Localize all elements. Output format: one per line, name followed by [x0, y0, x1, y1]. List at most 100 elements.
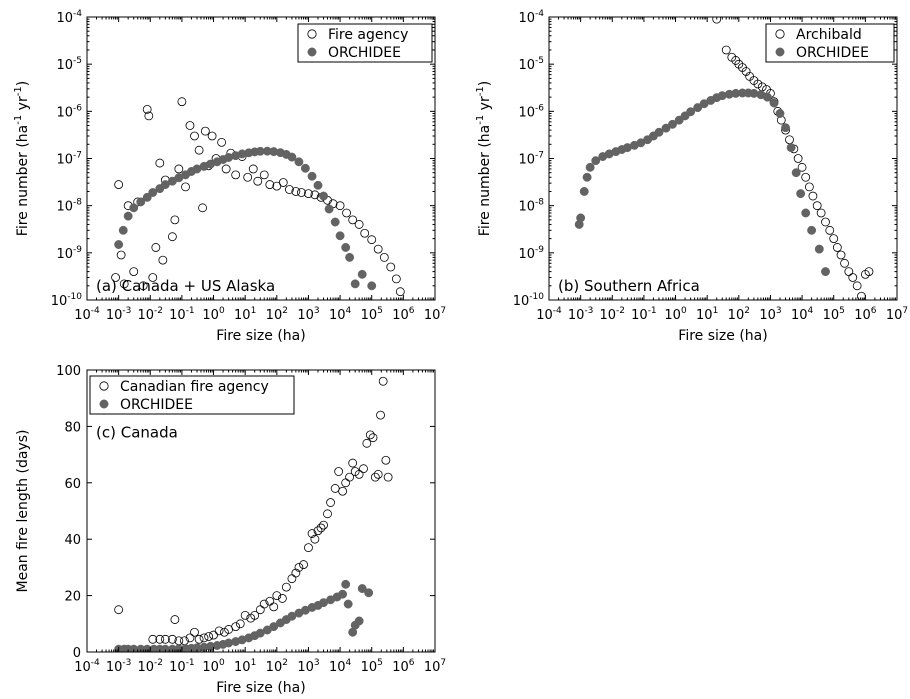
legend: Archibald ORCHIDEE [765, 23, 895, 63]
point-canadian-fire-agency [235, 619, 245, 629]
point-orchidee [769, 98, 779, 108]
point-canadian-fire-agency [291, 568, 301, 578]
point-archibald [864, 267, 874, 277]
legend-marker [99, 399, 109, 409]
point-fire-agency [217, 137, 227, 147]
y-tick-label: 0 [73, 646, 81, 661]
point-fire-agency [200, 126, 210, 136]
legend-label: ORCHIDEE [796, 45, 869, 61]
point-fire-agency [185, 121, 195, 130]
point-archibald [825, 225, 835, 235]
y-tick-label: 10-7 [56, 151, 82, 168]
point-fire-agency [342, 208, 351, 218]
point-orchidee [821, 267, 830, 277]
point-fire-agency [158, 255, 168, 265]
point-canadian-fire-agency [190, 627, 199, 637]
y-tick-label: 10-6 [518, 103, 544, 120]
point-orchidee [807, 225, 817, 235]
data-points [114, 376, 393, 652]
point-canadian-fire-agency [209, 630, 218, 640]
y-axis-label: Fire number (ha-1 yr-1) [475, 81, 493, 236]
point-orchidee [114, 240, 124, 249]
point-archibald [797, 162, 807, 172]
x-tick-label: 103 [297, 658, 319, 675]
point-canadian-fire-agency [240, 610, 250, 620]
point-canadian-fire-agency [323, 509, 332, 519]
point-orchidee [294, 157, 304, 167]
legend: Canadian fire agency ORCHIDEE [89, 375, 295, 415]
x-axis-label: Fire size (ha) [216, 680, 305, 696]
y-tick-label: 10-5 [56, 56, 82, 73]
y-tick-label: 10-4 [56, 9, 82, 26]
legend-box [297, 23, 433, 63]
x-tick-label: 106 [392, 306, 415, 323]
point-fire-agency [391, 274, 401, 284]
x-tick-label: 105 [823, 306, 845, 323]
point-canadian-fire-agency [341, 478, 351, 488]
point-canadian-fire-agency [313, 526, 323, 536]
x-axis-label: Fire size (ha) [216, 328, 305, 344]
point-fire-agency [129, 267, 139, 277]
point-fire-agency [190, 131, 199, 141]
legend-box [765, 23, 895, 63]
point-orchidee [341, 579, 351, 589]
point-canadian-fire-agency [155, 634, 165, 644]
axes-frame [86, 369, 436, 653]
point-canadian-fire-agency [383, 472, 393, 482]
x-tick-label: 105 [361, 658, 383, 675]
point-fire-agency [278, 178, 288, 187]
point-orchidee [796, 189, 806, 199]
point-canadian-fire-agency [304, 543, 313, 553]
point-archibald [801, 172, 811, 182]
x-tick-label: 107 [424, 658, 446, 675]
point-canadian-fire-agency [272, 591, 282, 600]
point-fire-agency [170, 215, 180, 225]
point-orchidee [148, 188, 158, 197]
point-fire-agency [373, 244, 383, 254]
point-orchidee [367, 281, 377, 291]
point-fire-agency [151, 243, 161, 252]
x-tick-label: 107 [886, 306, 908, 323]
point-canadian-fire-agency [219, 627, 229, 637]
point-canadian-fire-agency [148, 634, 158, 644]
legend-label: Fire agency [328, 27, 408, 43]
point-orchidee [354, 616, 364, 626]
point-archibald [812, 201, 822, 211]
x-tick-label: 10-1 [169, 658, 195, 675]
point-archibald [712, 17, 722, 24]
point-orchidee [324, 204, 334, 214]
point-orchidee [300, 163, 310, 173]
point-fire-agency [181, 182, 190, 192]
point-canadian-fire-agency [334, 467, 344, 476]
point-orchidee [118, 225, 128, 235]
point-orchidee [335, 231, 345, 241]
point-archibald [832, 243, 842, 252]
point-orchidee [814, 244, 824, 254]
point-orchidee [287, 152, 297, 162]
x-tick-label: 102 [728, 306, 750, 323]
y-tick-label: 10-5 [518, 56, 544, 73]
point-archibald [793, 154, 803, 163]
point-fire-agency [114, 180, 124, 189]
x-tick-label: 106 [854, 306, 877, 323]
point-orchidee [129, 203, 139, 213]
point-orchidee [791, 168, 801, 178]
y-tick-label: 10-6 [56, 103, 82, 120]
point-orchidee [579, 187, 589, 196]
x-tick-label: 103 [759, 306, 781, 323]
x-tick-label: 10-1 [169, 306, 195, 323]
point-orchidee [319, 191, 328, 201]
point-orchidee [668, 119, 677, 129]
point-canadian-fire-agency [316, 523, 326, 533]
panel-a-canada-alaska: 10-4 10-3 10-2 10-1 100 101 102 103 104 105 106 107… [13, 9, 446, 344]
x-tick-label: 10-2 [600, 306, 626, 323]
legend-label: ORCHIDEE [120, 397, 193, 413]
point-fire-agency [348, 215, 358, 225]
point-archibald [721, 45, 731, 55]
point-canadian-fire-agency [250, 610, 260, 620]
y-tick-label: 10-9 [518, 245, 544, 262]
y-tick-label: 10-9 [56, 245, 82, 262]
point-orchidee [786, 143, 796, 153]
point-fire-agency [354, 220, 364, 229]
